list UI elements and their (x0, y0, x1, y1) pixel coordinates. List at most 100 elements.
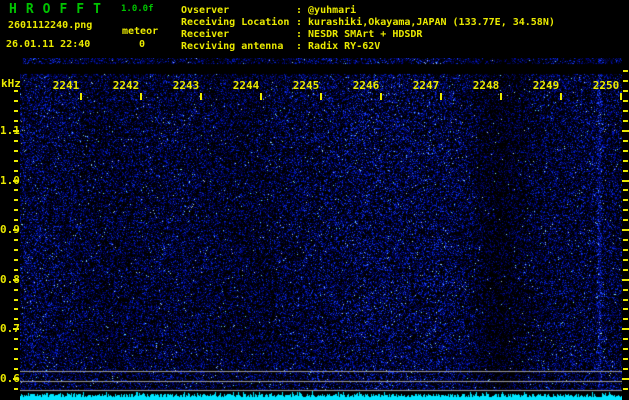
spectrogram-plot (20, 58, 622, 400)
x-axis-tick (620, 93, 622, 100)
app-version: 1.0.0f (121, 4, 154, 14)
axis-tick (14, 160, 18, 162)
axis-tick (623, 189, 628, 191)
info-value: Radix RY-62V (302, 41, 380, 52)
axis-tick (622, 229, 629, 231)
y-axis-unit-label: kHz (1, 77, 21, 90)
x-axis-tick (260, 93, 262, 100)
axis-tick (14, 318, 18, 320)
axis-tick (14, 189, 18, 191)
axis-tick (14, 199, 18, 201)
axis-tick (14, 299, 18, 301)
info-label: Recviving antenna (181, 41, 296, 53)
axis-tick (14, 100, 18, 102)
hrofft-window: HROFFT 1.0.0f 2601112240.png meteor 26.0… (0, 0, 629, 400)
axis-tick (13, 130, 19, 132)
y-axis-tick-label: 1.0 (0, 174, 13, 187)
axis-tick (13, 180, 19, 182)
axis-tick (623, 308, 628, 310)
axis-tick (623, 239, 628, 241)
axis-tick (623, 199, 628, 201)
x-axis-tick (80, 93, 82, 100)
axis-tick (13, 279, 19, 281)
x-axis-time-label: 2248 (462, 79, 510, 92)
axis-tick (14, 348, 18, 350)
axis-tick (14, 90, 18, 92)
axis-tick (14, 219, 18, 221)
x-axis-time-label: 2243 (162, 79, 210, 92)
axis-tick (622, 328, 629, 330)
axis-tick (14, 308, 18, 310)
axis-tick (623, 80, 628, 82)
axis-tick (622, 378, 629, 380)
axis-tick (623, 120, 628, 122)
app-title: HROFFT (9, 2, 110, 17)
axis-tick (14, 150, 18, 152)
axis-tick (623, 170, 628, 172)
axis-tick (622, 130, 629, 132)
x-axis-time-label: 2246 (342, 79, 390, 92)
x-axis-tick (140, 93, 142, 100)
x-axis-time-label: 2249 (522, 79, 570, 92)
axis-tick (623, 259, 628, 261)
axis-tick (623, 140, 628, 142)
axis-tick (623, 269, 628, 271)
x-axis-time-label: 2250 (582, 79, 629, 92)
axis-tick (623, 90, 628, 92)
y-axis-tick-label: 0.9 (0, 223, 13, 236)
axis-tick (623, 318, 628, 320)
x-axis-time-label: 2247 (402, 79, 450, 92)
axis-tick (14, 368, 18, 370)
y-axis-tick-label: 1.1 (0, 124, 13, 137)
info-value: kurashiki,Okayama,JAPAN (133.77E, 34.58N… (302, 17, 555, 28)
axis-tick (14, 338, 18, 340)
x-axis-tick (560, 93, 562, 100)
axis-tick (14, 289, 18, 291)
axis-tick (623, 289, 628, 291)
x-axis-tick (440, 93, 442, 100)
meteor-counter-label: meteor (122, 26, 158, 37)
info-row-location: Receiving Location: kurashiki,Okayama,JAP… (181, 17, 555, 29)
y-axis-tick-label: 0.8 (0, 273, 13, 286)
axis-tick (14, 170, 18, 172)
axis-tick (623, 368, 628, 370)
axis-tick (623, 299, 628, 301)
axis-tick (14, 120, 18, 122)
axis-tick (13, 328, 19, 330)
axis-tick (623, 358, 628, 360)
axis-tick (14, 259, 18, 261)
axis-tick (623, 348, 628, 350)
info-row-observer: Ovserver: @yuhmari (181, 5, 555, 17)
x-axis-time-label: 2241 (42, 79, 90, 92)
axis-tick (623, 388, 628, 390)
axis-tick (623, 219, 628, 221)
axis-tick (623, 209, 628, 211)
axis-tick (14, 110, 18, 112)
x-axis-tick (200, 93, 202, 100)
info-row-receiver: Receiver: NESDR SMArt + HDSDR (181, 29, 555, 41)
axis-tick (623, 249, 628, 251)
output-filename: 2601112240.png (8, 20, 92, 31)
axis-tick (14, 140, 18, 142)
axis-tick (623, 100, 628, 102)
axis-tick (14, 239, 18, 241)
axis-tick (623, 150, 628, 152)
meteor-counter-value: 0 (139, 39, 145, 50)
y-axis-tick-label: 0.6 (0, 372, 13, 385)
axis-tick (623, 338, 628, 340)
observer-info-block: Ovserver: @yuhmari Receiving Location: kur… (181, 5, 555, 53)
axis-tick (14, 358, 18, 360)
x-axis-tick (500, 93, 502, 100)
axis-tick (13, 229, 19, 231)
info-label: Receiver (181, 29, 296, 41)
x-axis-tick (320, 93, 322, 100)
axis-tick (14, 249, 18, 251)
info-row-antenna: Recviving antenna: Radix RY-62V (181, 41, 555, 53)
info-value: @yuhmari (302, 5, 356, 16)
x-axis-tick (380, 93, 382, 100)
axis-tick (623, 110, 628, 112)
axis-tick (623, 160, 628, 162)
info-value: NESDR SMArt + HDSDR (302, 29, 422, 40)
x-axis-time-label: 2242 (102, 79, 150, 92)
axis-tick (622, 180, 629, 182)
